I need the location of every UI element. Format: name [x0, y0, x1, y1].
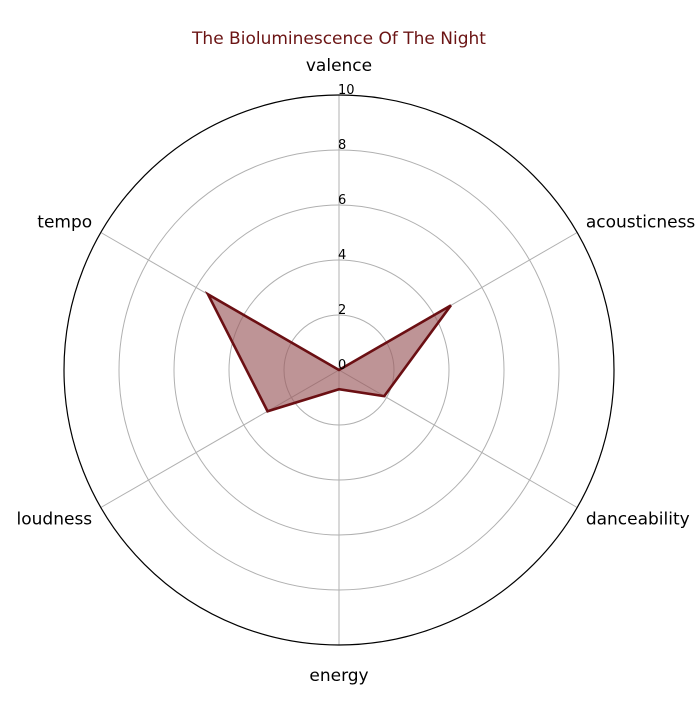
category-label-acousticness: acousticness — [586, 213, 695, 233]
radial-tick-label: 10 — [338, 83, 355, 98]
radial-tick-label: 6 — [338, 193, 346, 208]
category-label-danceability: danceability — [586, 510, 690, 530]
outer-boundary — [63, 94, 615, 646]
category-label-energy: energy — [309, 666, 368, 686]
series-fill — [208, 294, 451, 412]
radial-tick-label: 8 — [338, 138, 346, 153]
radial-tick-label: 2 — [338, 303, 346, 318]
series-layer — [204, 291, 452, 413]
radial-tick-label: 4 — [338, 248, 346, 263]
label-layer: 0 2 4 6 8 10 valence acousticness danceability en… — [17, 56, 695, 686]
category-label-valence: valence — [306, 56, 372, 76]
category-label-loudness: loudness — [17, 510, 93, 530]
radial-tick-label: 0 — [338, 358, 346, 373]
radar-grid — [63, 94, 615, 646]
category-label-tempo: tempo — [37, 213, 92, 233]
chart-title: The Bioluminescence Of The Night — [191, 29, 486, 49]
